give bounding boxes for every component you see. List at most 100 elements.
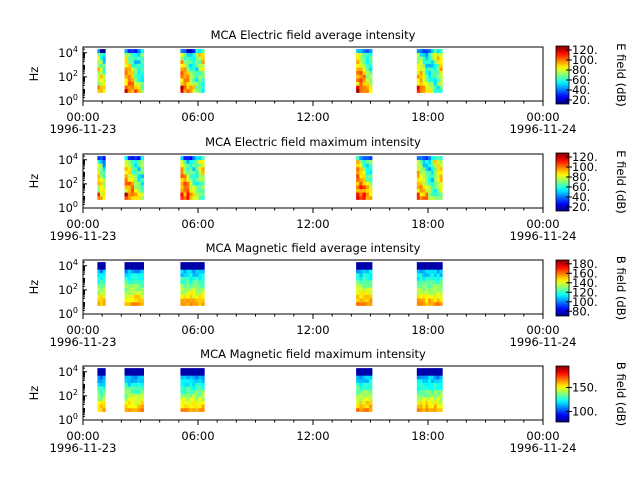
spectrogram-cell <box>201 59 205 64</box>
spectrogram-cell <box>425 283 429 288</box>
spectrogram-segment <box>124 156 144 200</box>
spectrogram-cell <box>433 174 437 179</box>
spectrogram-cell <box>428 400 432 405</box>
spectrogram-cell <box>134 375 138 380</box>
spectrogram-cell <box>431 393 435 398</box>
spectrogram-cell <box>428 52 432 57</box>
spectrogram-cell <box>365 174 370 179</box>
spectrogram-cell <box>201 78 205 83</box>
spectrogram-cell <box>419 59 423 64</box>
spectrogram-cell <box>100 269 103 274</box>
spectrogram-cell <box>189 174 193 179</box>
spectrogram-cell <box>422 368 426 373</box>
spectrogram-cell <box>362 301 366 306</box>
spectrogram-cell <box>140 301 144 306</box>
spectrogram-cell <box>428 174 432 179</box>
y-tick-label: 100 <box>58 306 78 321</box>
spectrogram-cell <box>192 56 196 61</box>
spectrogram-cell <box>201 170 205 175</box>
spectrogram-cell <box>183 74 187 79</box>
spectrogram-cell <box>436 181 440 186</box>
spectrogram-cell <box>416 156 420 161</box>
spectrogram-cell <box>140 294 144 299</box>
spectrogram-cell <box>419 185 423 190</box>
spectrogram-cell <box>356 81 360 86</box>
spectrogram-cell <box>189 188 193 193</box>
spectrogram-cell <box>195 185 199 190</box>
spectrogram-cell <box>198 88 202 93</box>
spectrogram-cell <box>130 393 135 398</box>
spectrogram-cell <box>124 156 129 161</box>
spectrogram-cell <box>198 283 202 288</box>
spectrogram-cell <box>428 375 432 380</box>
spectrogram-cell <box>97 78 101 83</box>
panel-title: MCA Electric field maximum intensity <box>205 135 421 149</box>
spectrogram-cell <box>124 188 129 193</box>
spectrogram-cell <box>419 375 423 380</box>
spectrogram-cell <box>368 170 373 175</box>
spectrogram-cell <box>127 400 132 405</box>
spectrogram-cell <box>428 85 432 90</box>
spectrogram-cell <box>195 195 199 200</box>
spectrogram-cell <box>127 397 132 402</box>
spectrogram-cell <box>127 59 132 64</box>
spectrogram-cell <box>439 378 443 383</box>
spectrogram-cell <box>134 389 138 394</box>
spectrogram-cell <box>186 283 190 288</box>
spectrogram-cell <box>436 156 440 161</box>
spectrogram-cell <box>195 407 199 412</box>
spectrogram-cell <box>102 386 106 391</box>
spectrogram-cell <box>180 378 184 383</box>
spectrogram-cell <box>201 382 205 387</box>
x-tick-label: 00:00 <box>66 429 99 443</box>
spectrogram-cell <box>102 170 106 175</box>
spectrogram-cell <box>422 276 426 281</box>
spectrogram-cell <box>137 159 141 164</box>
spectrogram-cell <box>192 63 196 68</box>
spectrogram-cell <box>356 78 360 83</box>
spectrogram-cell <box>359 185 363 190</box>
spectrogram-cell <box>100 159 103 164</box>
spectrogram-cell <box>134 382 138 387</box>
spectrogram-cell <box>183 67 187 72</box>
spectrogram-cell <box>362 265 366 270</box>
spectrogram-cell <box>186 166 190 171</box>
spectrogram-cell <box>416 163 420 168</box>
spectrogram-cell <box>134 52 138 57</box>
spectrogram-cell <box>192 166 196 171</box>
spectrogram-cell <box>362 400 366 405</box>
spectrogram-cell <box>137 298 141 303</box>
spectrogram-cell <box>365 177 370 182</box>
spectrogram-cell <box>422 301 426 306</box>
spectrogram-cell <box>419 156 423 161</box>
spectrogram-cell <box>140 378 144 383</box>
spectrogram-cell <box>192 49 196 54</box>
spectrogram-cell <box>100 70 103 75</box>
spectrogram-cell <box>433 407 437 412</box>
spectrogram-cell <box>201 174 205 179</box>
spectrogram-cell <box>195 280 199 285</box>
spectrogram-cell <box>416 166 420 171</box>
spectrogram-cell <box>439 397 443 402</box>
spectrogram-cell <box>425 192 429 197</box>
spectrogram-cell <box>186 301 190 306</box>
spectrogram-cell <box>100 156 103 161</box>
spectrogram-cell <box>433 294 437 299</box>
spectrogram-cell <box>124 371 129 376</box>
spectrogram-cell <box>137 294 141 299</box>
spectrogram-cell <box>368 407 373 412</box>
spectrogram-cell <box>425 63 429 68</box>
spectrogram-cell <box>439 163 443 168</box>
spectrogram-cell <box>186 159 190 164</box>
spectrogram-cell <box>134 49 138 54</box>
spectrogram-cell <box>439 188 443 193</box>
spectrogram-cell <box>124 386 129 391</box>
spectrogram-cell <box>428 192 432 197</box>
spectrogram-cell <box>180 400 184 405</box>
spectrogram-cell <box>439 81 443 86</box>
spectrogram-cell <box>140 163 144 168</box>
spectrogram-cell <box>201 397 205 402</box>
spectrogram-cell <box>97 74 101 79</box>
spectrogram-cell <box>195 378 199 383</box>
spectrogram-cell <box>140 262 144 267</box>
